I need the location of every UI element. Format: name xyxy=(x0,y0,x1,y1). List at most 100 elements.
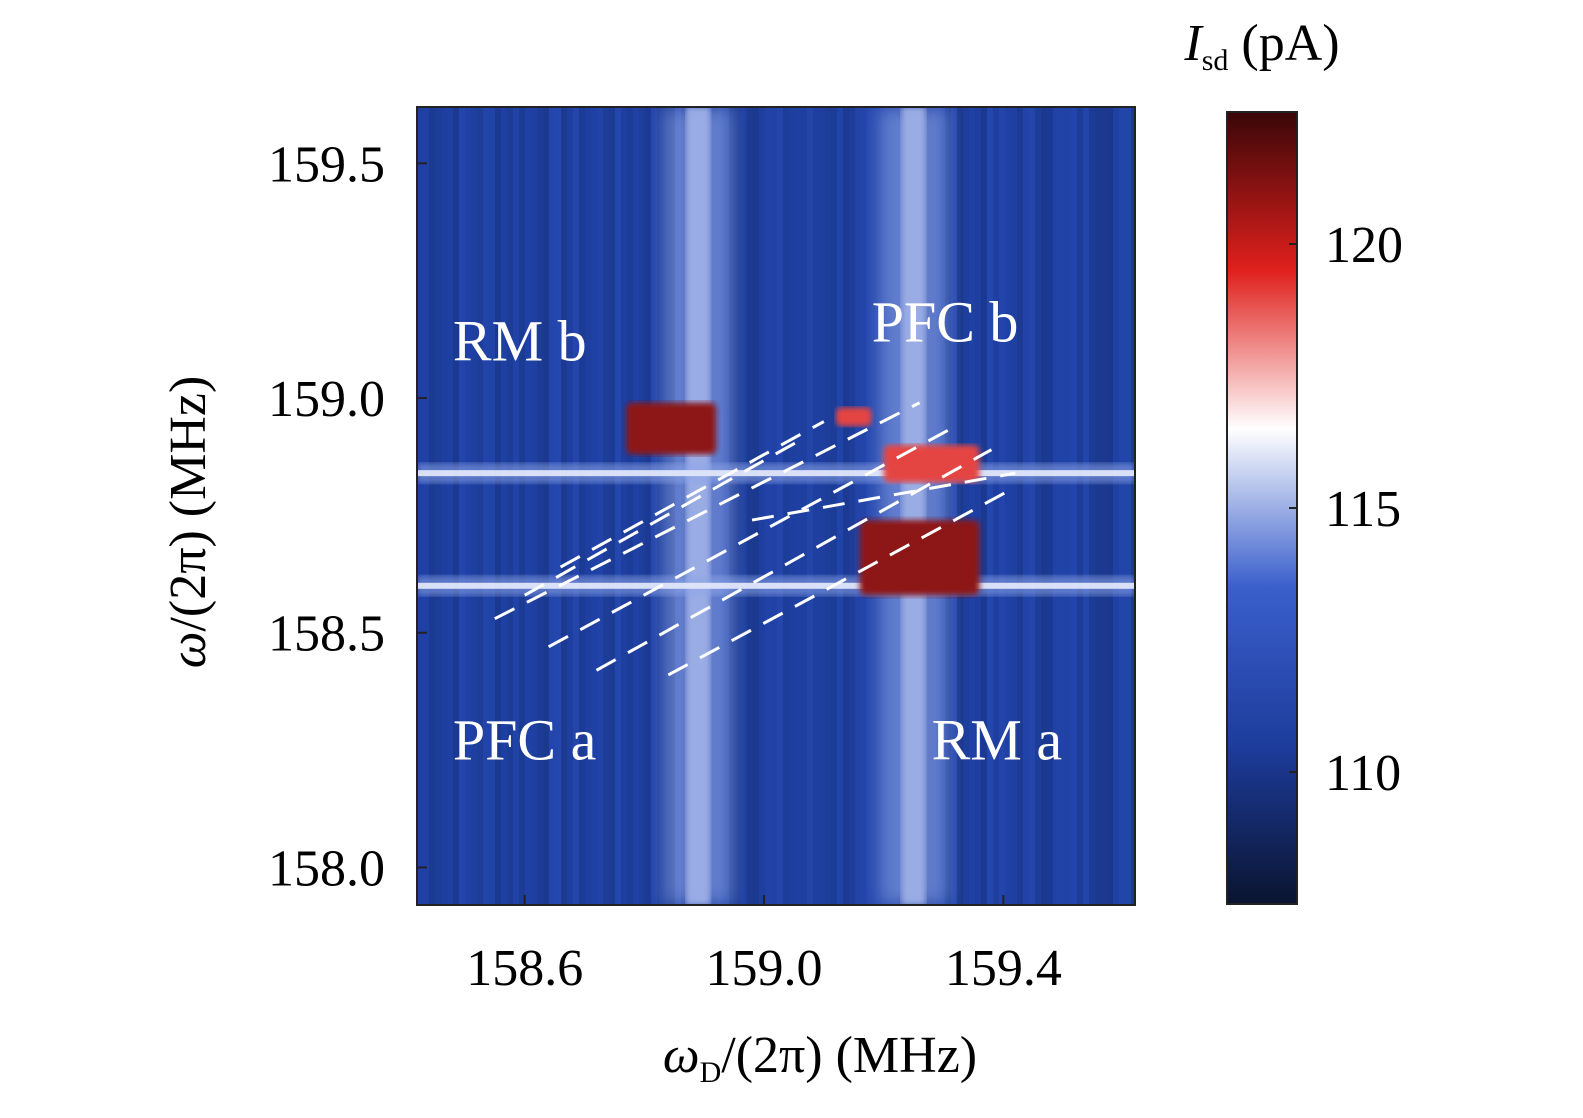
peak-region xyxy=(883,444,980,483)
annotation-rm-a: RM a xyxy=(932,707,1063,772)
y-axis-label: ω/(2π) (MHz) xyxy=(160,376,217,669)
background-streak xyxy=(1071,107,1077,905)
plot-frame xyxy=(416,106,1136,906)
background-streak xyxy=(945,107,951,905)
background-streak xyxy=(1101,107,1107,905)
background-streak xyxy=(819,107,825,905)
background-streak xyxy=(645,107,651,905)
background-streak xyxy=(837,107,843,905)
colorbar: 110 115 120 Isd (pA) xyxy=(1183,15,1403,905)
peak-region xyxy=(626,402,717,455)
colorbar-ticks: 110 115 120 xyxy=(1289,217,1403,802)
dashed-guide-line xyxy=(494,401,921,620)
background-streak xyxy=(627,107,633,905)
y-tick-label: 159.0 xyxy=(268,371,385,428)
background-streak xyxy=(453,107,459,905)
x-axis-label-units: /(2π) (MHz) xyxy=(721,1027,977,1084)
vertical-resonance xyxy=(901,107,926,905)
y-axis-label-symbol: ω xyxy=(160,632,217,669)
background-streak xyxy=(1053,107,1059,905)
background-streak xyxy=(735,107,741,905)
background-streak xyxy=(951,107,957,905)
colorbar-gradient xyxy=(1226,111,1298,905)
annotation-pfc-b: PFC b xyxy=(872,290,1019,355)
background-streak xyxy=(957,107,963,905)
background-streak xyxy=(975,107,981,905)
background-streak xyxy=(567,107,573,905)
background-streak xyxy=(843,107,849,905)
background-streak xyxy=(849,107,855,905)
background-streak xyxy=(507,107,513,905)
dashed-guide-line xyxy=(523,438,801,597)
background-streak xyxy=(621,107,627,905)
background-streak xyxy=(465,107,471,905)
background-streak xyxy=(417,107,423,905)
colorbar-tick-label: 110 xyxy=(1325,745,1401,802)
colorbar-label-subscript: sd xyxy=(1202,44,1229,77)
dashed-guide-line xyxy=(595,448,993,672)
background-streak xyxy=(795,107,801,905)
background-streaks xyxy=(417,107,1135,905)
background-streak xyxy=(477,107,483,905)
x-axis-label: ωD/(2π) (MHz) xyxy=(663,1027,977,1089)
x-tick-label: 159.0 xyxy=(706,940,823,997)
background-streak xyxy=(435,107,441,905)
background-streak xyxy=(867,107,873,905)
dashed-guide-line xyxy=(559,420,825,569)
background-streak xyxy=(1113,107,1119,905)
peak-region xyxy=(859,520,980,596)
background-streak xyxy=(747,107,753,905)
background-streak xyxy=(597,107,603,905)
background-streak xyxy=(1089,107,1095,905)
y-tick-label: 158.5 xyxy=(268,606,385,663)
x-tick-label: 159.4 xyxy=(945,940,1062,997)
x-axis-label-symbol: ω xyxy=(663,1027,700,1084)
y-axis-label-units: /(2π) (MHz) xyxy=(160,376,217,632)
background-streak xyxy=(981,107,987,905)
background-streak xyxy=(1017,107,1023,905)
background-streak xyxy=(633,107,639,905)
background-streak xyxy=(765,107,771,905)
colorbar-label-units: (pA) xyxy=(1228,15,1339,72)
background-streak xyxy=(579,107,585,905)
background-streak xyxy=(447,107,453,905)
background-streak xyxy=(861,107,867,905)
background-streak xyxy=(603,107,609,905)
background-streak xyxy=(471,107,477,905)
background-streak xyxy=(771,107,777,905)
background-streak xyxy=(609,107,615,905)
vertical-resonance xyxy=(686,107,711,905)
dashed-guide-line xyxy=(667,485,1017,677)
background-streak xyxy=(1029,107,1035,905)
colorbar-tick-label: 120 xyxy=(1325,217,1403,274)
background-streak xyxy=(1065,107,1071,905)
background-streak xyxy=(1011,107,1017,905)
background-streak xyxy=(777,107,783,905)
background-streak xyxy=(549,107,555,905)
background-streak xyxy=(855,107,861,905)
background-streak xyxy=(1047,107,1053,905)
background-streak xyxy=(459,107,465,905)
background-streak xyxy=(759,107,765,905)
colorbar-label: Isd (pA) xyxy=(1183,15,1339,77)
x-axis: 158.6 159.0 159.4 xyxy=(466,895,1062,997)
background-streak xyxy=(813,107,819,905)
background-streak xyxy=(1083,107,1089,905)
background-streak xyxy=(513,107,519,905)
background-streak xyxy=(1107,107,1113,905)
background-streak xyxy=(639,107,645,905)
background-streak xyxy=(1119,107,1125,905)
horizontal-resonance xyxy=(417,582,1135,589)
background-streak xyxy=(1005,107,1011,905)
background-streak xyxy=(573,107,579,905)
annotation-rm-b: RM b xyxy=(453,308,587,373)
background-streak xyxy=(1095,107,1101,905)
annotation-pfc-a: PFC a xyxy=(453,707,596,772)
background-streak xyxy=(1023,107,1029,905)
background-streak xyxy=(1125,107,1131,905)
background-streak xyxy=(1077,107,1083,905)
background-streak xyxy=(591,107,597,905)
background-streak xyxy=(489,107,495,905)
background-streak xyxy=(1059,107,1065,905)
